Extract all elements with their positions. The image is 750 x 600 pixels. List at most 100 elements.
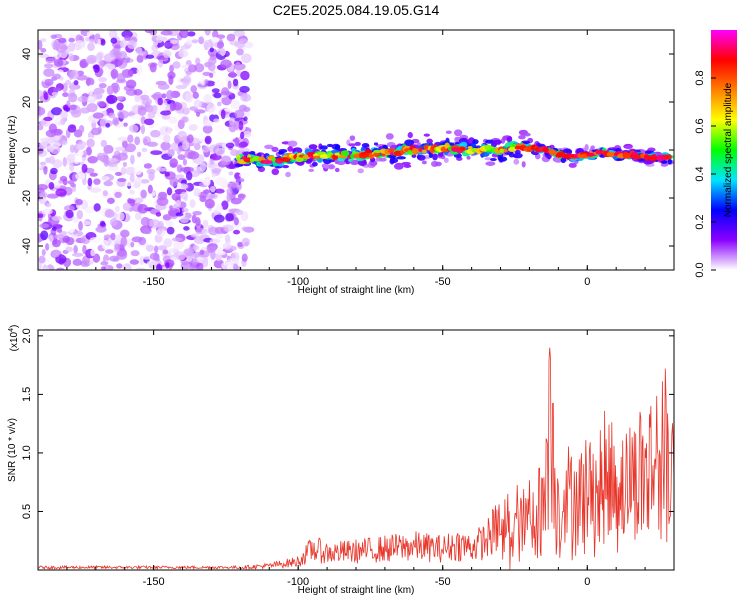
heatmap-ridge-cell: [336, 160, 346, 166]
heatmap-noise-cell: [213, 92, 222, 99]
heatmap-ridge-cell: [308, 168, 315, 172]
heatmap-noise-cell: [156, 197, 169, 206]
heatmap-noise-cell: [233, 30, 245, 37]
heatmap-noise-cell: [196, 262, 204, 270]
heatmap-noise-cell: [100, 39, 106, 46]
heatmap-noise-cell: [122, 161, 127, 167]
heatmap-noise-cell: [134, 94, 140, 103]
heatmap-noise-cell: [178, 49, 189, 58]
heatmap-noise-cell: [48, 181, 55, 190]
heatmap-noise-cell: [156, 34, 164, 44]
heatmap-noise-cell: [228, 117, 236, 126]
heatmap-noise-cell: [230, 99, 241, 110]
heatmap-noise-cell: [164, 41, 173, 47]
heatmap-ridge-cell: [434, 161, 442, 167]
heatmap-ridge-cell: [664, 154, 672, 160]
heatmap-noise-cell: [157, 83, 170, 90]
heatmap-noise-cell: [192, 211, 202, 216]
heatmap-noise-cell: [220, 59, 232, 69]
heatmap-blobs: [38, 30, 674, 270]
heatmap-noise-cell: [239, 38, 248, 44]
heatmap-noise-cell: [169, 39, 179, 45]
heatmap-noise-cell: [103, 63, 116, 70]
heatmap-noise-cell: [204, 79, 209, 84]
heatmap-noise-cell: [103, 264, 114, 270]
heatmap-noise-cell: [229, 71, 236, 79]
heatmap-noise-cell: [217, 47, 226, 55]
heatmap-noise-cell: [76, 210, 84, 220]
heatmap-noise-cell: [166, 89, 174, 100]
heatmap-noise-cell: [59, 231, 67, 236]
heatmap-ridge-cell: [548, 149, 557, 156]
heatmap-noise-cell: [105, 249, 114, 254]
y-tick-label: 40: [21, 48, 33, 60]
heatmap-noise-cell: [96, 100, 107, 107]
heatmap-ridge-cell: [348, 143, 356, 147]
heatmap-ridge-cell: [281, 157, 291, 162]
heatmap-noise-cell: [49, 146, 54, 153]
heatmap-noise-cell: [226, 192, 231, 203]
heatmap-noise-cell: [232, 229, 241, 235]
heatmap-noise-cell: [39, 223, 50, 229]
heatmap-noise-cell: [144, 118, 155, 126]
heatmap-noise-cell: [213, 124, 226, 134]
heatmap-noise-cell: [210, 159, 215, 165]
heatmap-noise-cell: [40, 161, 47, 166]
heatmap-noise-cell: [79, 60, 87, 69]
heatmap-noise-cell: [162, 249, 169, 255]
heatmap-ridge-cell: [361, 142, 370, 148]
heatmap-noise-cell: [157, 97, 163, 106]
heatmap-noise-cell: [241, 237, 250, 247]
heatmap-noise-cell: [241, 53, 252, 64]
heatmap-ridge-cell: [521, 161, 526, 168]
chart-title: C2E5.2025.084.19.05.G14: [273, 2, 440, 18]
heatmap-noise-cell: [145, 54, 155, 59]
y-tick-label: -40: [21, 238, 33, 254]
heatmap-noise-cell: [93, 203, 101, 212]
heatmap-noise-cell: [75, 165, 83, 173]
snr-panel: -150 -100 -50 0 0.5 1.0 1.5 2.0 Height of stra…: [7, 325, 675, 596]
heatmap-noise-cell: [211, 173, 216, 178]
heatmap-noise-cell: [59, 175, 68, 182]
colorbar-tick-label: 0.2: [694, 214, 706, 229]
heatmap-noise-cell: [220, 109, 226, 120]
heatmap-noise-cell: [129, 173, 135, 184]
heatmap-noise-cell: [149, 62, 157, 73]
heatmap-noise-cell: [159, 125, 171, 136]
heatmap-noise-cell: [48, 234, 54, 243]
heatmap-noise-cell: [137, 106, 147, 116]
heatmap-noise-cell: [189, 199, 196, 209]
heatmap-noise-cell: [60, 118, 66, 125]
heatmap-noise-cell: [137, 50, 146, 56]
heatmap-noise-cell: [73, 80, 79, 86]
heatmap-noise-cell: [232, 78, 239, 87]
heatmap-noise-cell: [172, 61, 181, 69]
heatmap-noise-cell: [124, 143, 136, 153]
heatmap-noise-cell: [198, 132, 206, 142]
heatmap-ridge-cell: [403, 164, 412, 168]
heatmap-noise-cell: [87, 155, 98, 164]
heatmap-noise-cell: [69, 162, 75, 172]
heatmap-noise-cell: [106, 197, 115, 204]
heatmap-ridge-cell: [285, 171, 291, 178]
heatmap-noise-cell: [164, 171, 170, 177]
heatmap-noise-cell: [133, 165, 143, 176]
heatmap-noise-cell: [216, 41, 224, 49]
heatmap-noise-cell: [241, 253, 248, 262]
heatmap-noise-cell: [156, 228, 166, 237]
heatmap-noise-cell: [134, 177, 143, 187]
heatmap-noise-cell: [67, 124, 77, 133]
heatmap-noise-cell: [38, 261, 43, 270]
heatmap-ridge-cell: [354, 141, 361, 146]
heatmap-noise-cell: [63, 205, 75, 212]
heatmap-noise-cell: [78, 221, 83, 231]
heatmap-noise-cell: [98, 77, 108, 83]
heatmap-noise-cell: [117, 178, 127, 183]
heatmap-noise-cell: [194, 109, 206, 114]
heatmap-noise-cell: [114, 243, 121, 251]
heatmap-noise-cell: [175, 251, 186, 261]
heatmap-noise-cell: [92, 112, 104, 119]
heatmap-noise-cell: [151, 93, 161, 99]
heatmap-noise-cell: [99, 220, 106, 227]
heatmap-noise-cell: [85, 146, 92, 156]
